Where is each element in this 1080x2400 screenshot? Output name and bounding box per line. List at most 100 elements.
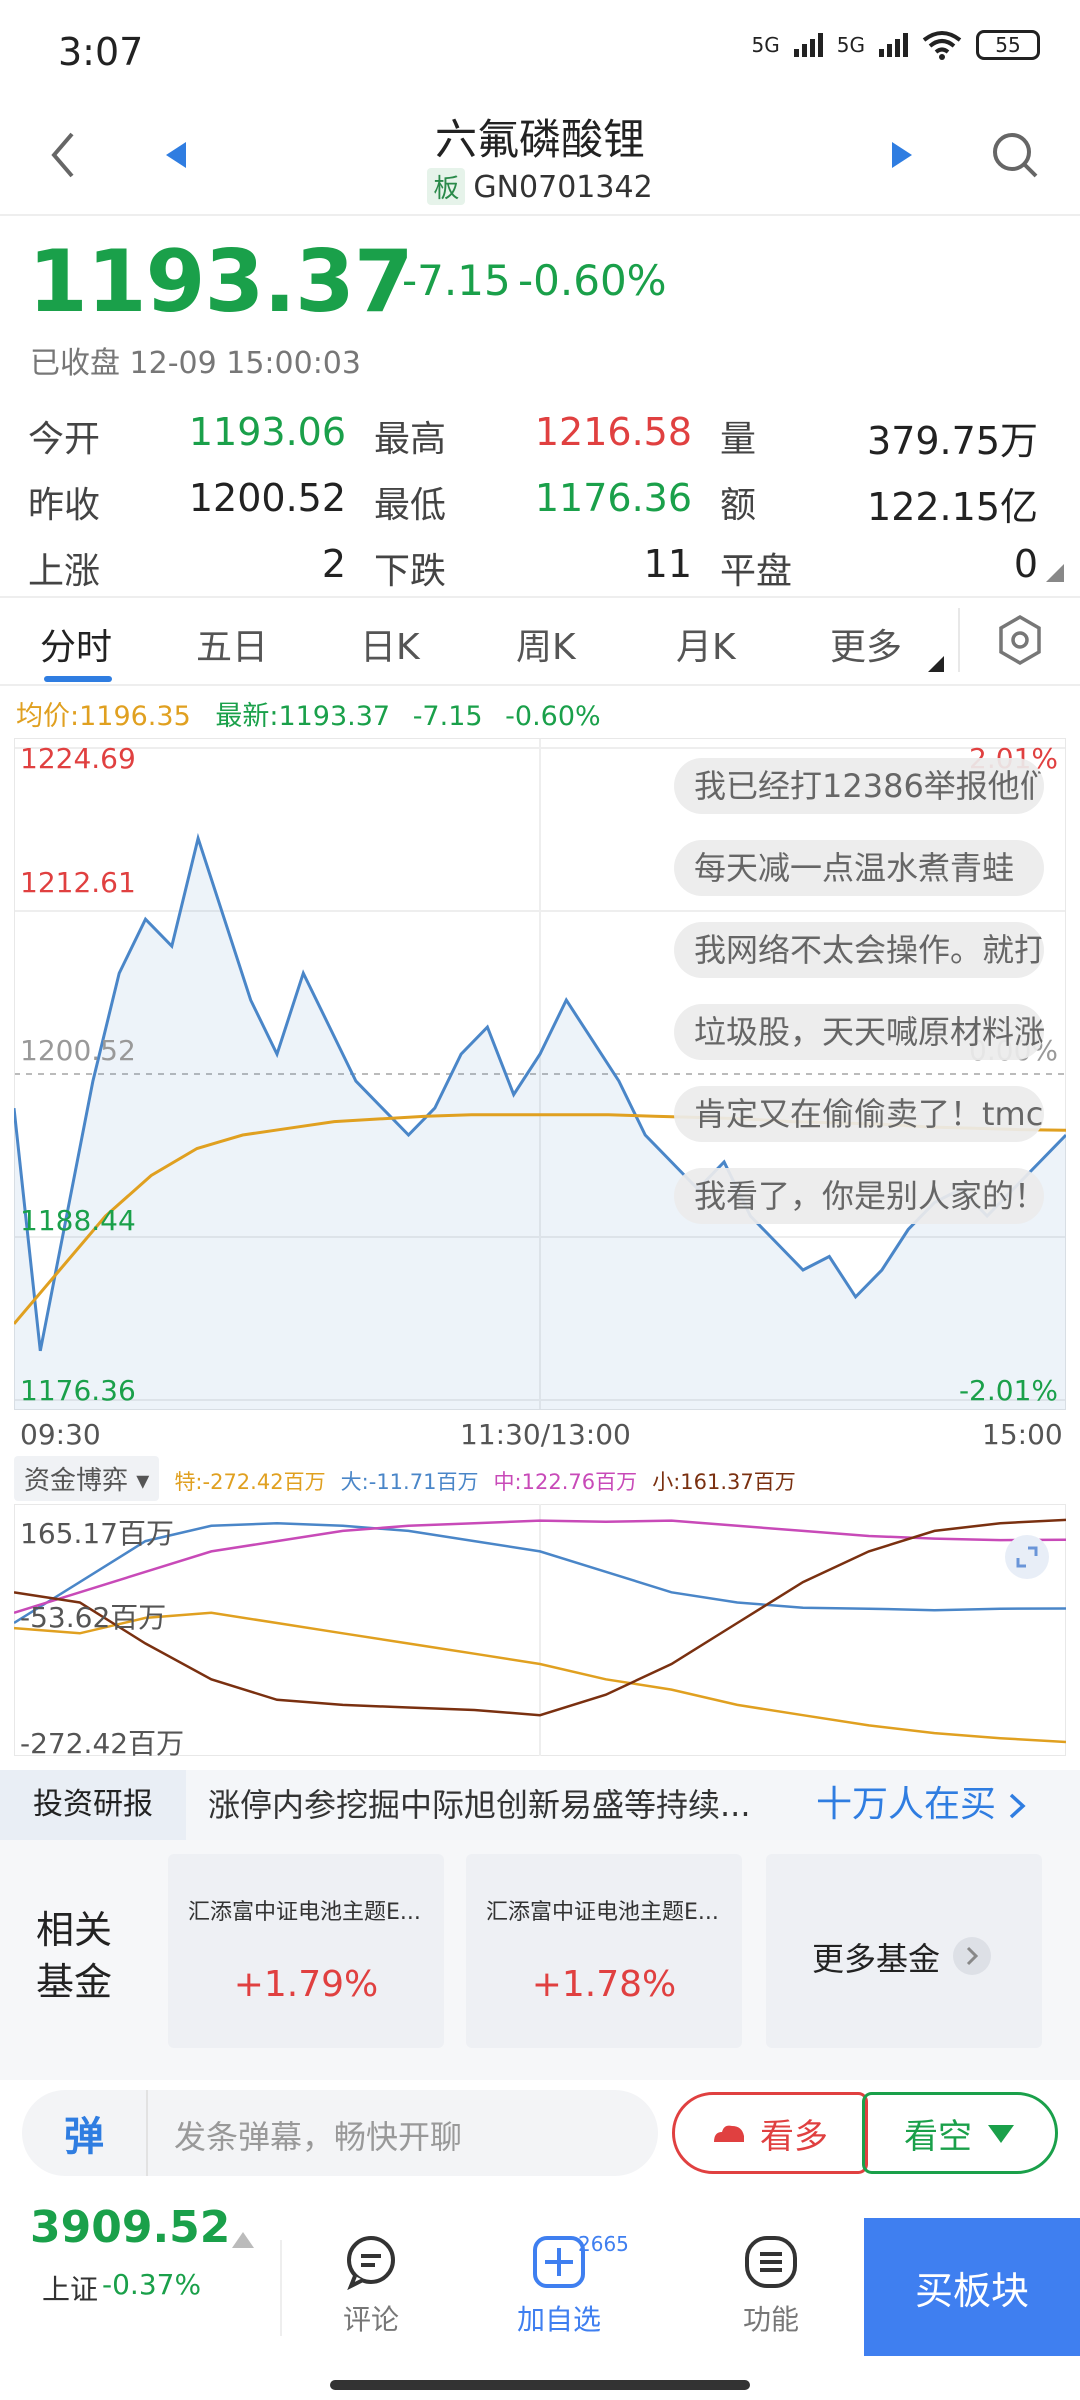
danmaku-input[interactable]: 弹 发条弹幕，畅快开聊	[22, 2090, 658, 2176]
research-tag: 投资研报	[0, 1770, 186, 1840]
danmaku-bubble: 垃圾股，天天喊原材料涨	[674, 1004, 1044, 1060]
tab-monthly-k[interactable]: 月K	[676, 627, 736, 668]
price-change: -7.15	[402, 256, 511, 305]
settings-icon[interactable]	[996, 614, 1044, 666]
fund-flow-chart[interactable]: 165.17百万 -53.62百万 -272.42百万	[14, 1504, 1066, 1760]
stat-label-down: 下跌	[374, 551, 447, 592]
price-line	[14, 832, 1066, 1352]
tab-daily-k[interactable]: 日K	[360, 627, 420, 668]
tab-weekly-k[interactable]: 周K	[516, 627, 576, 668]
code-text: GN0701342	[473, 170, 653, 205]
index-value[interactable]: 3909.52	[30, 2202, 231, 2253]
stat-value-prev-close: 1200.52	[188, 476, 346, 520]
battery-icon: 55	[976, 30, 1040, 60]
related-funds-title-line1: 相关	[36, 1908, 113, 1952]
tab-five-day[interactable]: 五日	[196, 627, 269, 668]
tab-more[interactable]: 更多	[830, 627, 903, 668]
heart-down-icon	[988, 2125, 1014, 2143]
y-label-max: 1224.69	[20, 742, 136, 775]
more-funds-card[interactable]: 更多基金	[766, 1854, 1042, 2048]
chevron-right-icon	[1010, 1793, 1027, 1819]
home-indicator[interactable]	[330, 2380, 750, 2390]
bearish-label: 看空	[904, 2116, 972, 2157]
bullish-label: 看多	[760, 2116, 828, 2157]
back-icon[interactable]	[48, 130, 78, 180]
legend-small: 小:161.37百万	[652, 1470, 796, 1494]
buy-sector-button[interactable]: 买板块	[864, 2218, 1080, 2356]
danmaku-toggle[interactable]: 弹	[22, 2090, 148, 2176]
x-label-open: 09:30	[20, 1418, 101, 1451]
status-icons: 5G 5G 55	[752, 30, 1040, 60]
add-watchlist-icon	[533, 2236, 585, 2288]
x-label-midday: 11:30/13:00	[460, 1418, 631, 1451]
price-change-pct: -0.60%	[518, 256, 667, 305]
expand-stats-icon[interactable]	[1046, 564, 1064, 582]
y-label-lower: 1188.44	[20, 1204, 136, 1237]
intraday-summary: 均价:1196.35 最新:1193.37 -7.15 -0.60%	[16, 694, 601, 733]
search-icon[interactable]	[990, 130, 1040, 180]
bearish-button[interactable]: 看空	[862, 2092, 1058, 2174]
tab-intraday[interactable]: 分时	[40, 627, 113, 668]
danmaku-bubble: 我看了，你是别人家的！	[674, 1168, 1044, 1224]
stat-value-up: 2	[321, 542, 346, 586]
stat-label-high: 最高	[374, 419, 447, 460]
header: 六氟磷酸锂 板 GN0701342	[0, 100, 1080, 216]
status-bar: 3:07 5G 5G 55	[0, 0, 1080, 100]
cloud-up-icon	[714, 2125, 744, 2142]
fullscreen-icon[interactable]	[1004, 1534, 1050, 1580]
quote-panel: 1193.37 -7.15 -0.60% 已收盘 12-09 15:00:03 …	[0, 214, 1080, 594]
comment-icon	[347, 2236, 395, 2291]
research-headline[interactable]: 涨停内参挖掘中际旭创新易盛等持续...	[208, 1786, 751, 1824]
legend-special: 特:-272.42百万	[174, 1470, 326, 1494]
fund-name: 汇添富中证电池主题E...	[188, 1900, 421, 1925]
stat-value-amount: 122.15亿	[867, 485, 1038, 529]
research-cta[interactable]: 十万人在买	[816, 1770, 1027, 1840]
prev-stock-icon[interactable]	[164, 140, 188, 170]
fund-name: 汇添富中证电池主题E...	[486, 1900, 719, 1925]
market-status: 已收盘 12-09 15:00:03	[30, 346, 361, 381]
page-title: 六氟磷酸锂	[434, 115, 645, 164]
stat-label-volume: 量	[720, 419, 757, 460]
network-label-1: 5G	[751, 33, 780, 57]
danmaku-bubble: 每天减一点温水煮青蛙	[674, 840, 1044, 896]
chart-tabs: 分时 五日 日K 周K 月K 更多	[0, 596, 1080, 686]
danmaku-placeholder: 发条弹幕，畅快开聊	[174, 2118, 463, 2156]
danmaku-bubble: 肯定又在偷偷卖了！tmc	[674, 1086, 1044, 1142]
signal-icon-2	[879, 33, 908, 57]
more-funds-label: 更多基金	[812, 1940, 941, 1978]
latest-price: 最新:1193.37	[215, 701, 391, 732]
fund-flow-selector[interactable]: 资金博弈 ▾	[14, 1456, 160, 1501]
function-nav-label: 功能	[742, 2303, 799, 2336]
fund-flow-header: 资金博弈 ▾ 特:-272.42百万 大:-11.71百万 中:122.76百万…	[14, 1456, 796, 1501]
legend-medium: 中:122.76百万	[493, 1470, 638, 1494]
research-banner[interactable]: 投资研报 涨停内参挖掘中际旭创新易盛等持续... 十万人在买	[0, 1770, 1080, 1840]
comment-nav[interactable]: 评论	[306, 2234, 436, 2338]
flow-line-special	[14, 1611, 1066, 1744]
stat-value-flat: 0	[1013, 542, 1038, 586]
add-watchlist-nav[interactable]: 2665 加自选	[494, 2232, 629, 2338]
fund-flow-tag: 资金博弈	[24, 1466, 129, 1496]
caret-up-icon[interactable]	[232, 2232, 254, 2248]
fund-change: +1.79%	[233, 1964, 379, 2005]
fund-card[interactable]: 汇添富中证电池主题E... +1.78%	[466, 1854, 742, 2048]
add-watchlist-label: 加自选	[516, 2303, 601, 2336]
bullish-button[interactable]: 看多	[672, 2092, 868, 2174]
latest-change-pct: -0.60%	[505, 701, 601, 732]
index-change: -0.37%	[102, 2268, 202, 2301]
status-time: 3:07	[58, 30, 144, 74]
stat-label-low: 最低	[374, 485, 447, 526]
latest-change: -7.15	[412, 701, 483, 732]
y-label-min: 1176.36	[20, 1374, 136, 1407]
fund-card[interactable]: 汇添富中证电池主题E... +1.79%	[168, 1854, 444, 2048]
stat-value-volume: 379.75万	[867, 419, 1038, 463]
related-funds: 相关 基金 汇添富中证电池主题E... +1.79% 汇添富中证电池主题E... …	[0, 1840, 1080, 2080]
intraday-chart[interactable]: 1224.69 1212.61 1200.52 1188.44 1176.36 …	[14, 738, 1066, 1410]
chevron-right-icon	[953, 1937, 991, 1975]
flow-y-min: -272.42百万	[20, 1727, 185, 1760]
stat-value-low: 1176.36	[534, 476, 692, 520]
price-area	[14, 838, 1066, 1410]
danmaku-icon: 弹	[64, 2114, 104, 2160]
next-stock-icon[interactable]	[890, 140, 914, 170]
function-nav[interactable]: 功能	[706, 2234, 836, 2338]
network-label-2: 5G	[836, 33, 865, 57]
